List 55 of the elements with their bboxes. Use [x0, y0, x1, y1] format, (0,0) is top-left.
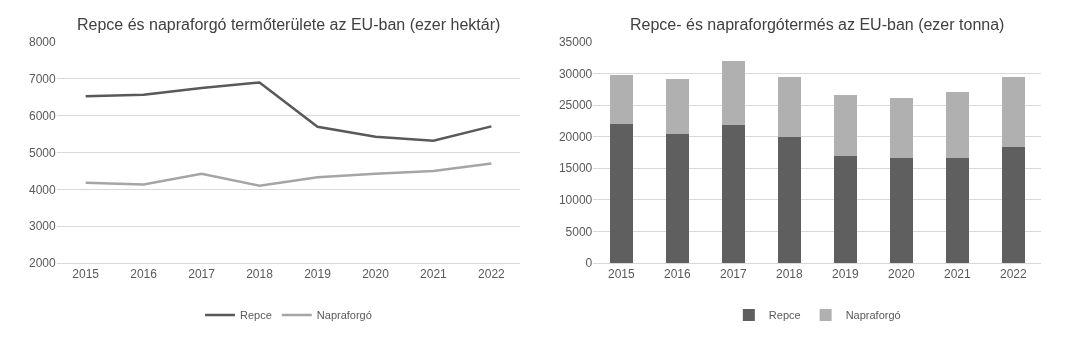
bar: [946, 157, 969, 263]
x-tick-label: 2018: [246, 267, 274, 282]
x-tick-label: 2019: [304, 267, 332, 282]
line-series: [84, 81, 493, 142]
x-tick-label: 2017: [188, 267, 216, 282]
chart-title: Repce- és napraforgótermés az EU-ban (ezer tonna): [630, 16, 1005, 33]
y-tick-label: 3000: [28, 219, 56, 234]
x-tick-label: 2015: [72, 267, 100, 282]
y-tick-label: 2000: [28, 256, 56, 271]
y-tick-label: 5000: [28, 145, 56, 160]
y-tick-label: 6000: [28, 108, 56, 123]
bar: [890, 158, 913, 263]
x-tick-label: 2016: [663, 267, 691, 282]
bar: [778, 137, 801, 263]
bar: [890, 97, 913, 159]
y-tick-label: 25000: [558, 98, 593, 113]
bar: [722, 124, 745, 263]
bar: [834, 155, 857, 263]
y-tick-label: 10000: [558, 193, 593, 208]
legend-label: Napraforgó: [845, 309, 901, 322]
bar: [834, 95, 857, 156]
x-tick-label: 2017: [719, 267, 747, 282]
x-tick-label: 2016: [130, 267, 158, 282]
bar: [610, 124, 633, 263]
x-tick-label: 2022: [1000, 267, 1028, 282]
bar: [722, 60, 745, 125]
x-tick-label: 2021: [944, 267, 972, 282]
chart-title: Repce és napraforgó termőterülete az EU-ban (ezer hektár): [77, 16, 501, 33]
legend-label: Repce: [240, 309, 272, 322]
x-tick-label: 2018: [775, 267, 804, 282]
bar: [666, 78, 689, 134]
bar: [946, 91, 969, 158]
x-tick-label: 2019: [831, 267, 860, 282]
bar: [1002, 147, 1025, 263]
y-tick-label: 7000: [28, 72, 56, 87]
x-tick-label: 2022: [478, 267, 506, 282]
y-tick-label: 20000: [558, 129, 593, 144]
bar: [666, 133, 689, 263]
line-series: [84, 162, 493, 187]
legend-label: Repce: [768, 309, 801, 322]
bar: [1002, 76, 1025, 148]
bar: [610, 75, 633, 125]
y-tick-label: 15000: [558, 161, 593, 176]
x-tick-label: 2021: [420, 267, 448, 282]
y-tick-label: 5000: [565, 224, 593, 239]
legend-label: Napraforgó: [316, 309, 372, 322]
y-tick-label: 8000: [28, 35, 56, 50]
x-tick-label: 2015: [607, 267, 635, 282]
x-tick-label: 2020: [888, 267, 916, 282]
y-tick-label: 35000: [558, 35, 593, 50]
y-tick-label: 30000: [558, 66, 593, 81]
bar: [778, 77, 801, 138]
y-tick-label: 0: [585, 256, 593, 271]
x-tick-label: 2020: [362, 267, 390, 282]
y-tick-label: 4000: [28, 182, 56, 197]
